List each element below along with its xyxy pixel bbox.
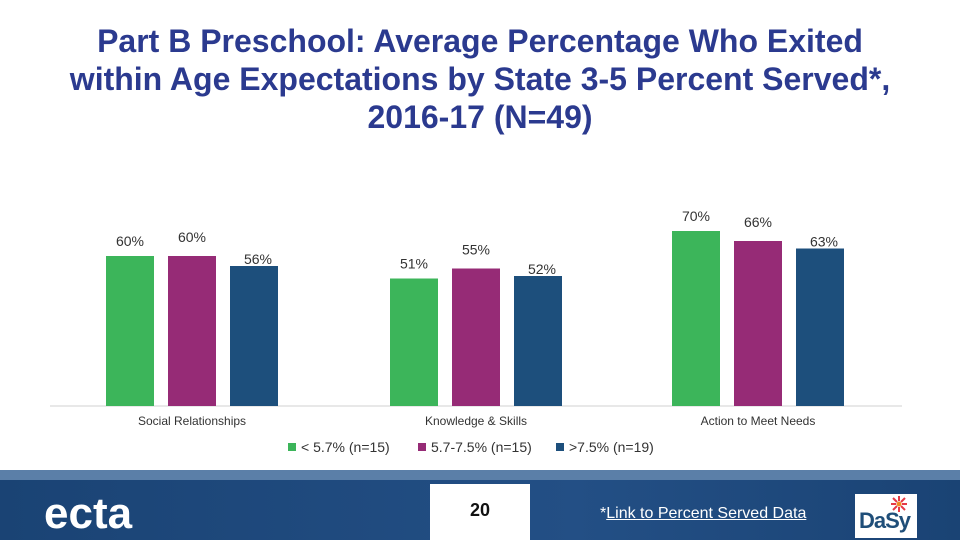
page-number: 20 bbox=[469, 500, 491, 520]
ecta-logo-text: ecta bbox=[44, 490, 133, 536]
data-label: 70% bbox=[682, 208, 710, 224]
page-number-box bbox=[430, 484, 530, 540]
data-label: 66% bbox=[744, 214, 772, 230]
bar bbox=[514, 276, 562, 406]
data-label: 63% bbox=[810, 234, 838, 250]
link-text: Link to Percent Served Data bbox=[606, 505, 807, 522]
bar bbox=[390, 278, 438, 406]
category-label: Social Relationships bbox=[138, 414, 246, 428]
legend-swatch bbox=[288, 443, 296, 451]
legend-label: < 5.7% (n=15) bbox=[301, 439, 390, 455]
bar bbox=[230, 266, 278, 406]
dasy-logo: DaSy bbox=[855, 494, 917, 538]
percent-served-link[interactable]: *Link to Percent Served Data bbox=[600, 505, 806, 523]
legend-swatch bbox=[556, 443, 564, 451]
bar bbox=[796, 248, 844, 406]
dasy-logo-text: DaSy bbox=[859, 508, 911, 533]
data-label: 60% bbox=[178, 229, 206, 245]
legend-label: 5.7-7.5% (n=15) bbox=[431, 439, 532, 455]
data-label: 51% bbox=[400, 256, 428, 272]
link-asterisk: * bbox=[600, 505, 607, 522]
data-label: 60% bbox=[116, 233, 144, 249]
data-label: 52% bbox=[528, 261, 556, 277]
bar bbox=[168, 256, 216, 406]
data-label: 56% bbox=[244, 251, 272, 267]
slide-title: Part B Preschool: Average Percentage Who… bbox=[69, 23, 891, 135]
bar-chart: 60% 60% 56% Social Relationships 51% 55% 52% Kn… bbox=[50, 208, 902, 455]
bar bbox=[452, 268, 500, 406]
bar bbox=[734, 241, 782, 406]
dasy-flower-icon bbox=[891, 496, 907, 512]
ecta-logo: ecta bbox=[44, 490, 133, 536]
legend-label: >7.5% (n=19) bbox=[569, 439, 654, 455]
data-label: 55% bbox=[462, 242, 490, 258]
legend-swatch bbox=[418, 443, 426, 451]
footer-rule bbox=[0, 470, 960, 480]
bar bbox=[106, 256, 154, 406]
category-label: Knowledge & Skills bbox=[425, 414, 527, 428]
bar bbox=[672, 231, 720, 406]
category-label: Action to Meet Needs bbox=[701, 414, 816, 428]
